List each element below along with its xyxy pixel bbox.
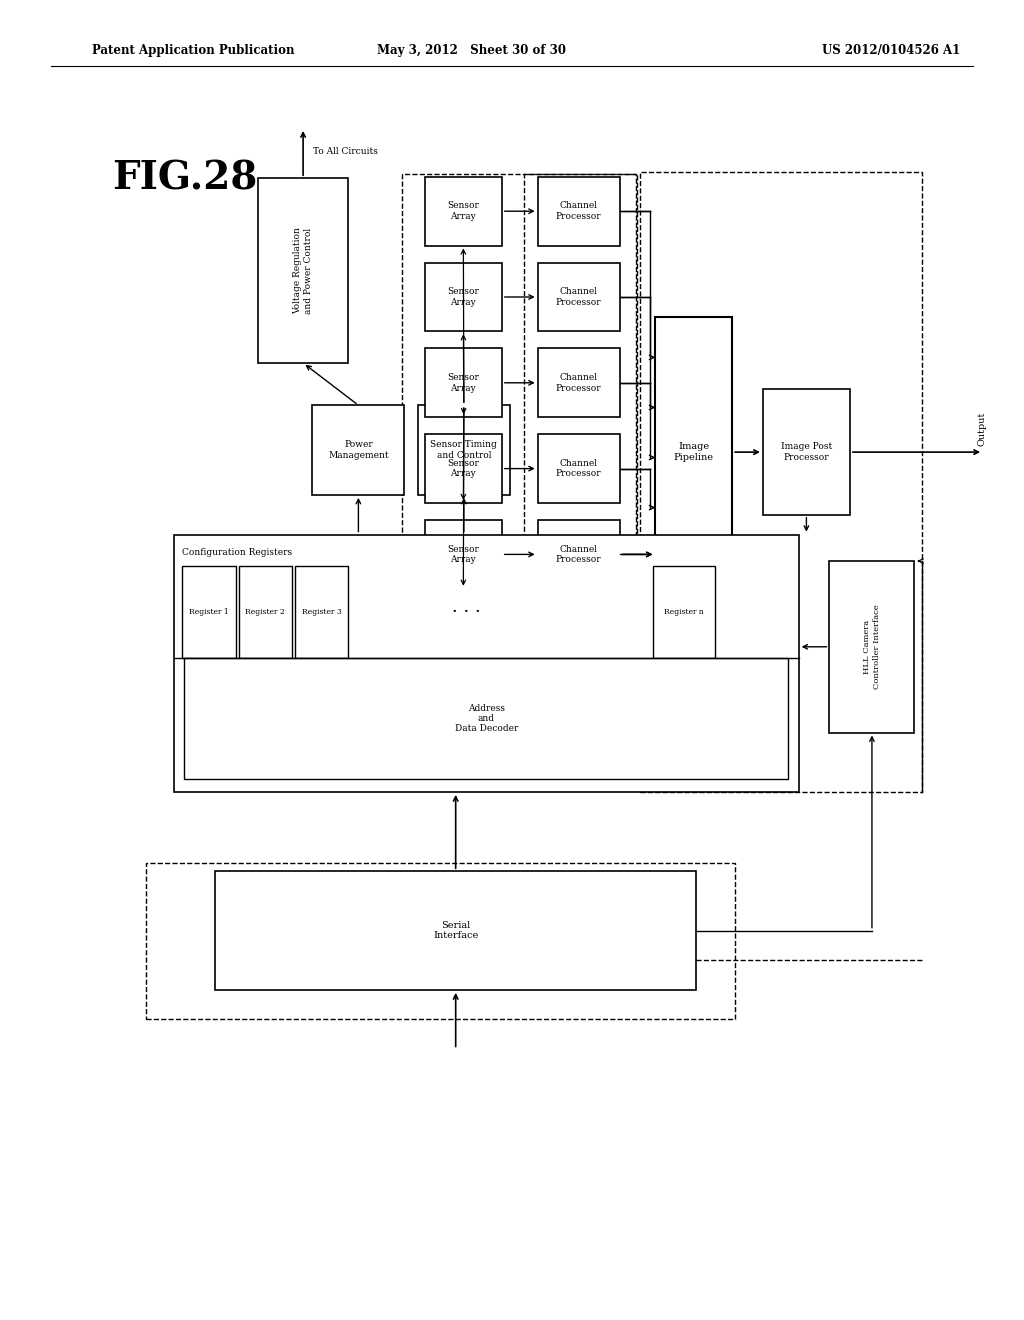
Bar <box>425 263 502 331</box>
Text: Image Post
Processor: Image Post Processor <box>780 442 833 462</box>
Bar <box>655 317 732 587</box>
Text: Channel
Processor: Channel Processor <box>556 288 601 306</box>
Text: HLL Camera
Controller Interface: HLL Camera Controller Interface <box>863 605 881 689</box>
Bar <box>215 871 696 990</box>
Text: Register 3: Register 3 <box>302 609 341 616</box>
Bar <box>146 863 735 1019</box>
Bar <box>239 566 292 659</box>
Bar <box>524 174 637 597</box>
Text: Channel
Processor: Channel Processor <box>556 545 601 564</box>
Text: Output: Output <box>978 411 987 446</box>
Bar <box>538 520 620 589</box>
Text: Register 2: Register 2 <box>246 609 285 616</box>
Text: Address
and
Data Decoder: Address and Data Decoder <box>455 704 518 734</box>
Bar <box>425 348 502 417</box>
Bar <box>402 174 636 597</box>
Text: Register 1: Register 1 <box>189 609 228 616</box>
Bar <box>418 405 510 495</box>
Text: Power
Management: Power Management <box>328 441 389 459</box>
Bar <box>640 172 922 792</box>
Text: Sensor
Array: Sensor Array <box>447 202 479 220</box>
Text: May 3, 2012   Sheet 30 of 30: May 3, 2012 Sheet 30 of 30 <box>377 44 565 57</box>
Text: Sensor
Array: Sensor Array <box>447 374 479 392</box>
Text: Sensor
Array: Sensor Array <box>447 459 479 478</box>
Text: Sensor
Array: Sensor Array <box>447 288 479 306</box>
Bar <box>184 659 788 779</box>
Text: Configuration Registers: Configuration Registers <box>182 548 293 557</box>
Bar <box>538 263 620 331</box>
Bar <box>312 405 404 495</box>
Text: Sensor
Array: Sensor Array <box>447 545 479 564</box>
Bar <box>538 177 620 246</box>
Text: US 2012/0104526 A1: US 2012/0104526 A1 <box>821 44 961 57</box>
Bar <box>425 177 502 246</box>
Bar <box>182 566 236 659</box>
Text: Sensor Timing
and Control: Sensor Timing and Control <box>430 441 498 459</box>
Bar <box>829 561 914 733</box>
Text: FIG.28: FIG.28 <box>112 160 257 197</box>
Bar <box>538 434 620 503</box>
Bar <box>425 434 502 503</box>
Bar <box>538 348 620 417</box>
Text: Voltage Regulation
and Power Control: Voltage Regulation and Power Control <box>294 227 312 314</box>
Bar <box>295 566 348 659</box>
Text: Image
Pipeline: Image Pipeline <box>674 442 714 462</box>
Text: Channel
Processor: Channel Processor <box>556 459 601 478</box>
Text: Channel
Processor: Channel Processor <box>556 374 601 392</box>
Bar <box>174 535 799 792</box>
Text: Patent Application Publication: Patent Application Publication <box>92 44 295 57</box>
Text: Serial
Interface: Serial Interface <box>433 921 478 940</box>
Text: Channel
Processor: Channel Processor <box>556 202 601 220</box>
Bar <box>425 520 502 589</box>
Bar <box>653 566 715 659</box>
Text: · · ·: · · · <box>452 603 480 620</box>
Text: To All Circuits: To All Circuits <box>313 148 378 156</box>
Bar <box>763 389 850 515</box>
Bar <box>258 178 348 363</box>
Text: Register n: Register n <box>665 609 703 616</box>
